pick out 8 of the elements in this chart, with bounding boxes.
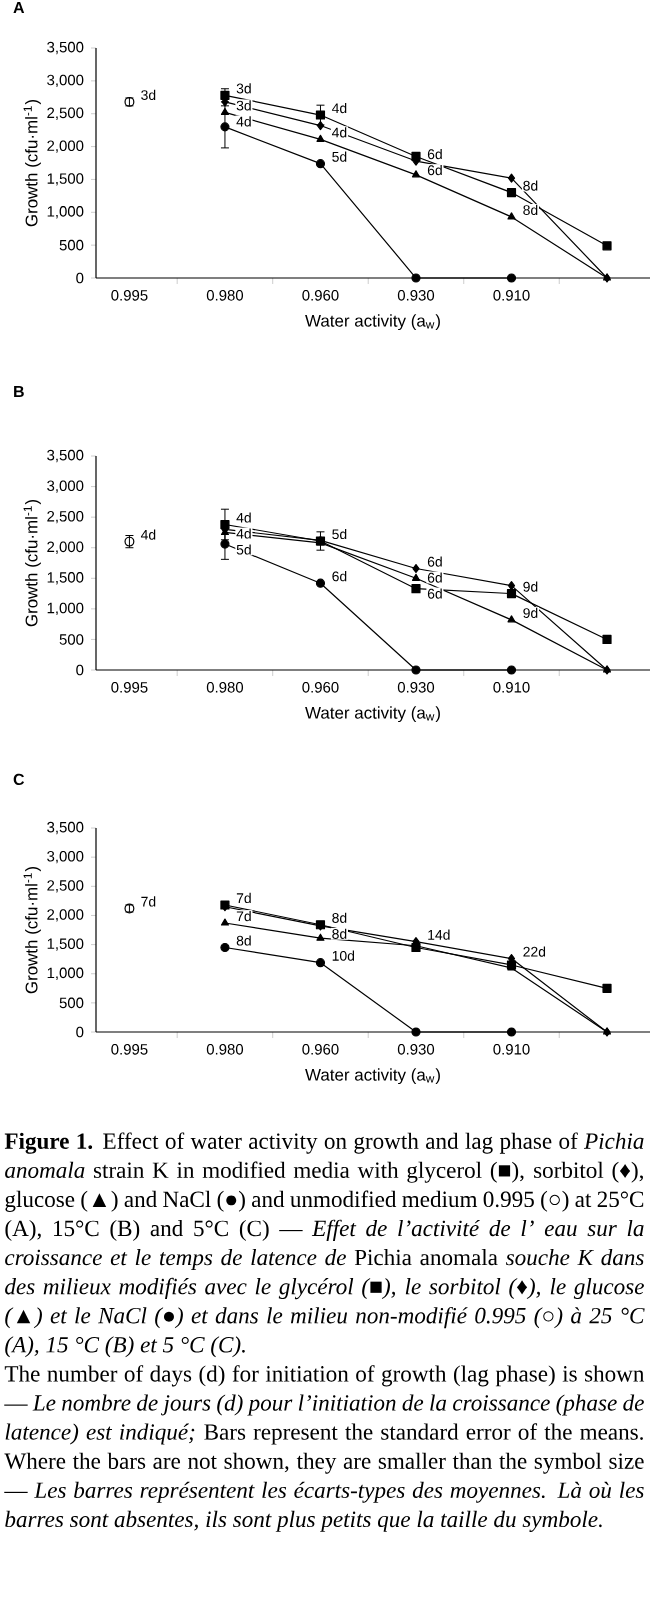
y-axis-title: Growth (cfu·ml$^{-1}$): [23, 866, 41, 994]
x-axis-title: Water activity (a$_{w}$): [305, 706, 440, 723]
text: The number of days (d) for initiation of growth (lag phase) is shown — Le nombre de jours (d) pour l’initiation de la croissance (phase de latence) est indiqué; Bars represent the standard error of the means. Where the bars are not shown, they are smaller than the symbol size — Les barres représentent les écarts-types des moyennes. Là où les barres sont absentes, ils sont plus petits que la taille du symbole.: [4, 1365, 645, 1532]
y-axis-title: Growth (cfu·ml$^{-1}$): [23, 99, 41, 227]
text: Figure 1. Effect of water activity on growth and lag phase of Pichia anomala strain K in modified media with glycerol (■), sorbitol (♦), glucose (▲) and NaCl (●) and unmodified medium 0.995 (○) at 25°C (A), 15°C (B) and 5°C (C) — Effet de l’activité de l’ eau sur la croissance et le temps de latence de Pichia anomala souche K dans des milieux modifiés avec le glycérol (■), le sorbitol (♦), le glucose (▲) et le NaCl (●) et dans le milieu non-modifié 0.995 (○) à 25 °C (A), 15 °C (B) et 5 °C (C).: [4, 1132, 645, 1358]
x-axis-title: Water activity (a$_{w}$): [305, 314, 440, 331]
y-axis-title: Growth (cfu·ml$^{-1}$): [23, 499, 41, 627]
x-axis-title: Water activity (a$_{w}$): [305, 1068, 440, 1085]
